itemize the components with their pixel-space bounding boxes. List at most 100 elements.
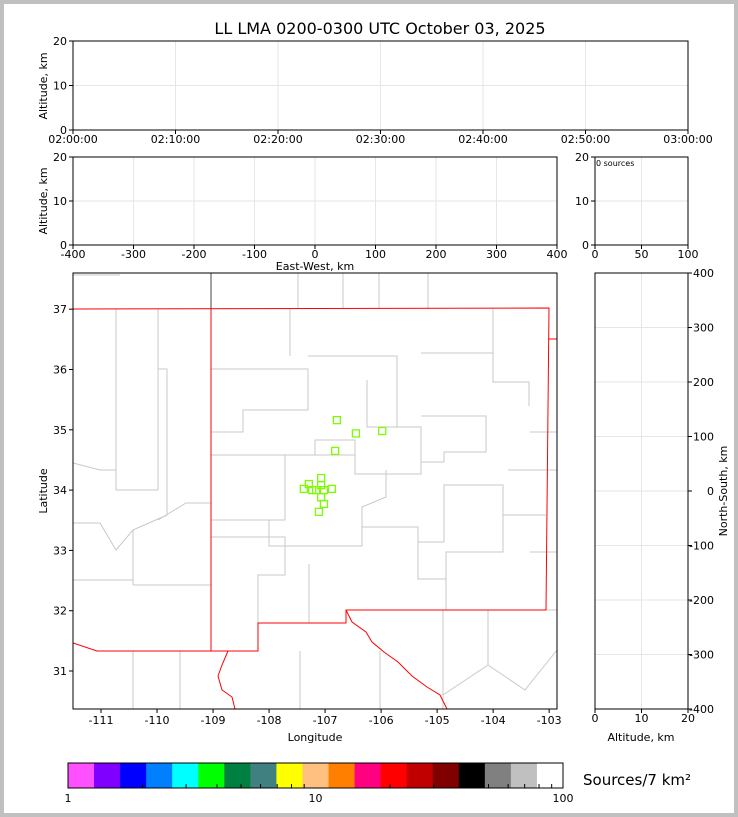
x-tick-label: 0 [592,248,599,261]
axes-frame [594,156,689,246]
y-tick-label: 31 [53,665,67,678]
x-tick-label: 02:40:00 [458,133,507,146]
x-tick-label: 20 [681,712,695,725]
p5-ylabel: North-South, km [717,446,730,537]
county-boundary [421,415,487,463]
county-boundary [442,610,489,696]
figure-svg: LL LMA 0200-0300 UTC October 03, 2025 02… [37,19,730,805]
x-tick-label: 100 [678,248,699,261]
y-tick-label: 35 [53,424,67,437]
map-xlabel: Longitude [288,731,343,744]
axes-frame [72,156,558,246]
y-tick-label: 20 [53,35,67,48]
x-tick-label: 02:50:00 [561,133,610,146]
source-point [317,493,326,502]
altitude-time-panel: 02:00:00 02:10:00 02:20:00 02:30:00 02:40:00… [48,35,712,146]
figure: LL LMA 0200-0300 UTC October 03, 2025 02… [4,4,734,813]
x-tick-label: -104 [481,714,506,727]
x-tick-label: 0 [312,248,319,261]
y-tick-label: 20 [53,151,67,164]
y-tick-label: 0 [60,239,67,252]
county-boundary [487,649,557,691]
y-tick-label: -400 [689,703,714,716]
x-tick-label: -105 [425,714,450,727]
county-boundary [211,368,309,433]
state-boundary [217,650,236,709]
x-tick-label: 200 [426,248,447,261]
x-tick-label: -108 [257,714,282,727]
colorbar-segment [198,763,225,788]
x-tick-label: 10 [635,712,649,725]
colorbar-segment [250,763,277,788]
x-tick-label: 300 [486,248,507,261]
y-tick-label: 100 [693,431,714,444]
x-tick-label: -109 [201,714,226,727]
x-tick-label: -100 [242,248,267,261]
plan-view-map: -111 -110 -109 -108 -107 -106 -105 -104 -103 31 32… [53,272,562,727]
x-tick-label: 50 [635,248,649,261]
y-tick-label: 10 [575,195,589,208]
source-point [299,484,308,494]
source-point [314,507,324,516]
colorbar-segment [172,763,199,788]
state-boundary [345,609,448,709]
axes-frame [72,40,689,131]
county-boundary [492,309,530,406]
x-tick-label: -110 [145,714,170,727]
axes-frame [72,272,558,710]
y-tick-label: 37 [53,303,67,316]
county-boundary [211,536,286,623]
colorbar-segment [94,763,121,788]
x-tick-label: -106 [369,714,394,727]
map-content [73,273,557,709]
x-tick-label: 02:30:00 [356,133,405,146]
source-point [317,473,326,483]
x-tick-label: 0 [592,712,599,725]
source-point [319,485,329,495]
y-tick-label: -100 [689,540,714,553]
y-tick-label: 0 [60,124,67,137]
x-tick-label: 02:00:00 [48,133,97,146]
source-point [331,446,340,456]
y-tick-label: 0 [582,239,589,252]
x-tick-label: 400 [547,248,568,261]
x-tick-label: 02:20:00 [253,133,302,146]
county-boundary [115,309,159,491]
colorbar-tick-label: 10 [309,792,323,805]
source-point [311,485,321,495]
colorbar-tick-label: 100 [553,792,574,805]
colorbar-segment [484,763,512,788]
p2-xlabel: East-West, km [276,260,354,273]
colorbar-segment [458,763,486,788]
y-tick-label: -300 [689,649,714,662]
colorbar-frame [67,762,564,789]
colorbar-label: Sources/7 km² [583,771,691,789]
source-point [327,484,336,494]
y-tick-label: 32 [53,605,67,618]
county-boundary [211,454,286,521]
x-tick-label: -107 [313,714,338,727]
colorbar-segment [536,763,564,788]
colorbar-segment [510,763,538,788]
x-tick-label: -400 [61,248,86,261]
colorbar-segment [354,763,382,788]
x-tick-label: 02:10:00 [151,133,200,146]
colorbar-segment [146,763,173,788]
county-boundary [157,502,211,521]
y-tick-label: 200 [693,376,714,389]
colorbar-segment [432,763,460,788]
county-boundary [308,355,398,428]
colorbar-segment [120,763,147,788]
colorbar-segment [380,763,408,788]
colorbar-segment [328,763,356,788]
y-tick-label: 36 [53,363,67,376]
source-point [319,499,329,509]
northsouth-altitude-panel: 0 10 20-400 -300 -200 -100 0 100 200 300 400 [592,267,715,725]
y-tick-label: 400 [693,267,714,280]
colorbar-segment [406,763,434,788]
county-boundary [132,368,168,585]
y-tick-label: 0 [707,485,714,498]
source-point [332,415,341,425]
map-ylabel: Latitude [37,468,50,514]
y-tick-label: 34 [53,484,67,497]
